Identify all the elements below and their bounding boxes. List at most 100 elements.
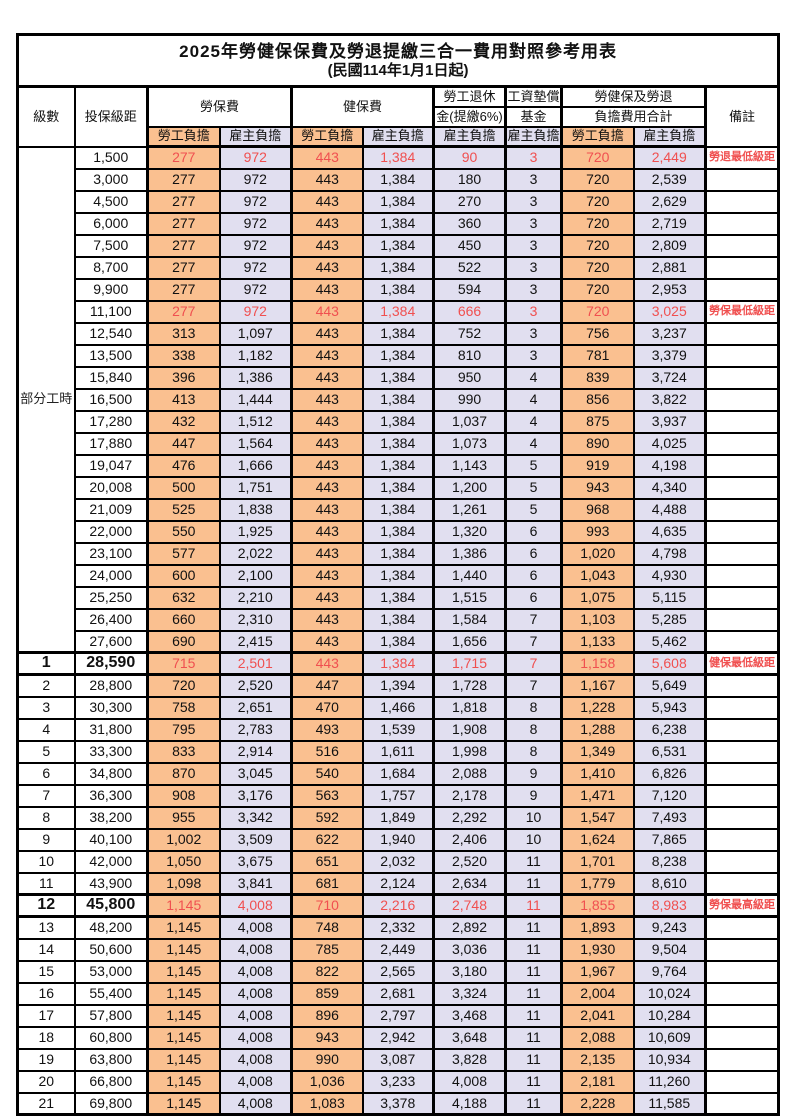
pension-employer-cell: 90 — [432, 145, 507, 170]
bracket-cell: 11,100 — [73, 299, 149, 324]
health-employee-cell: 563 — [290, 783, 364, 808]
labor-employee-cell: 660 — [146, 607, 221, 632]
health-employee-cell: 943 — [290, 1025, 364, 1050]
pension-employer-cell: 1,143 — [432, 453, 507, 478]
table-row: 9 40,100 1,002 3,509 622 1,940 2,406 10 1,624 7,8… — [16, 827, 780, 852]
total-employer-cell: 2,719 — [632, 211, 707, 236]
labor-employee-cell: 525 — [146, 497, 221, 522]
total-employee-cell: 720 — [560, 255, 635, 280]
labor-employee-cell: 632 — [146, 585, 221, 610]
level-cell: 17 — [16, 1003, 76, 1028]
wage-fund-employer-cell: 8 — [504, 695, 563, 720]
pension-employer-cell: 1,261 — [432, 497, 507, 522]
total-employee-cell: 968 — [560, 497, 635, 522]
bracket-cell: 1,500 — [73, 145, 149, 170]
total-employee-cell: 943 — [560, 475, 635, 500]
level-cell: 18 — [16, 1025, 76, 1050]
pension-employer-cell: 1,073 — [432, 431, 507, 456]
wage-fund-employer-cell: 6 — [504, 541, 563, 566]
total-employer-cell: 7,865 — [632, 827, 707, 852]
level-cell: 6 — [16, 761, 76, 786]
total-employer-cell: 2,881 — [632, 255, 707, 280]
pension-employer-cell: 3,828 — [432, 1047, 507, 1072]
header-wage-fund-bottom: 基金 — [504, 105, 563, 128]
wage-fund-employer-cell: 3 — [504, 343, 563, 368]
labor-employer-cell: 3,342 — [218, 805, 293, 830]
table-row: 16,500 413 1,444 443 1,384 990 4 856 3,822 — [18, 387, 780, 412]
level-cell: 3 — [16, 695, 76, 720]
wage-fund-employer-cell: 3 — [504, 145, 563, 170]
labor-employee-cell: 432 — [146, 409, 221, 434]
labor-employer-cell: 1,097 — [218, 321, 293, 346]
total-employer-cell: 4,930 — [632, 563, 707, 588]
pension-employer-cell: 1,584 — [432, 607, 507, 632]
total-employer-cell: 5,608 — [632, 651, 707, 676]
health-employer-cell: 1,940 — [361, 827, 435, 852]
labor-employee-cell: 447 — [146, 431, 221, 456]
labor-employer-cell: 972 — [218, 233, 293, 258]
wage-fund-employer-cell: 7 — [504, 651, 563, 676]
table-row: 19 63,800 1,145 4,008 990 3,087 3,828 11 2,135 10… — [16, 1047, 780, 1072]
bracket-cell: 36,300 — [73, 783, 149, 808]
part-time-merged-cell: 部分工時 — [16, 145, 76, 654]
wage-fund-employer-cell: 3 — [504, 277, 563, 302]
pension-employer-cell: 2,634 — [432, 871, 507, 896]
health-employee-cell: 748 — [290, 915, 364, 940]
level-cell: 19 — [16, 1047, 76, 1072]
bracket-cell: 15,840 — [73, 365, 149, 390]
pension-employer-cell: 2,088 — [432, 761, 507, 786]
pension-employer-cell: 360 — [432, 211, 507, 236]
total-employee-cell: 875 — [560, 409, 635, 434]
health-employer-cell: 1,757 — [361, 783, 435, 808]
table-row: 15,840 396 1,386 443 1,384 950 4 839 3,724 — [18, 365, 780, 390]
total-employee-cell: 919 — [560, 453, 635, 478]
labor-employer-cell: 4,008 — [218, 1047, 293, 1072]
total-employer-cell: 10,024 — [632, 981, 707, 1006]
note-cell — [703, 519, 780, 544]
health-employer-cell: 1,384 — [361, 321, 435, 346]
note-cell — [703, 365, 780, 390]
labor-employer-cell: 1,666 — [218, 453, 293, 478]
table-row: 1 28,590 715 2,501 443 1,384 1,715 7 1,158 5,608 健… — [16, 651, 780, 676]
table-row: 3 30,300 758 2,651 470 1,466 1,818 8 1,228 5,943 — [16, 695, 780, 720]
total-employee-cell: 2,228 — [560, 1091, 635, 1116]
bracket-cell: 13,500 — [73, 343, 149, 368]
labor-employer-cell: 4,008 — [218, 1003, 293, 1028]
labor-employer-cell: 972 — [218, 255, 293, 280]
health-employee-cell: 443 — [290, 299, 364, 324]
labor-employer-cell: 4,008 — [218, 981, 293, 1006]
labor-employee-cell: 476 — [146, 453, 221, 478]
bracket-cell: 16,500 — [73, 387, 149, 412]
health-employer-cell: 2,449 — [361, 937, 435, 962]
table-row: 18 60,800 1,145 4,008 943 2,942 3,648 11 2,088 10… — [16, 1025, 780, 1050]
labor-employer-cell: 2,520 — [218, 673, 293, 698]
total-employer-cell: 2,629 — [632, 189, 707, 214]
health-employer-cell: 1,384 — [361, 255, 435, 280]
table-row: 22,000 550 1,925 443 1,384 1,320 6 993 4,635 — [18, 519, 780, 544]
health-employee-cell: 443 — [290, 409, 364, 434]
labor-employee-cell: 277 — [146, 145, 221, 170]
health-employee-cell: 443 — [290, 365, 364, 390]
total-employee-cell: 856 — [560, 387, 635, 412]
level-cell: 8 — [16, 805, 76, 830]
labor-employee-cell: 1,145 — [146, 1091, 221, 1116]
total-employee-cell: 781 — [560, 343, 635, 368]
table-row: 15 53,000 1,145 4,008 822 2,565 3,180 11 1,967 9,… — [16, 959, 780, 984]
bracket-cell: 43,900 — [73, 871, 149, 896]
note-cell — [703, 981, 780, 1006]
health-employee-cell: 681 — [290, 871, 364, 896]
health-employee-cell: 896 — [290, 1003, 364, 1028]
wage-fund-employer-cell: 3 — [504, 211, 563, 236]
total-employer-cell: 5,943 — [632, 695, 707, 720]
bracket-cell: 57,800 — [73, 1003, 149, 1028]
labor-employee-cell: 277 — [146, 189, 221, 214]
labor-employee-cell: 277 — [146, 299, 221, 324]
bracket-cell: 4,500 — [73, 189, 149, 214]
total-employer-cell: 2,809 — [632, 233, 707, 258]
health-employee-cell: 443 — [290, 607, 364, 632]
bracket-cell: 48,200 — [73, 915, 149, 940]
total-employee-cell: 756 — [560, 321, 635, 346]
bracket-cell: 24,000 — [73, 563, 149, 588]
note-cell — [703, 805, 780, 830]
pension-employer-cell: 2,292 — [432, 805, 507, 830]
